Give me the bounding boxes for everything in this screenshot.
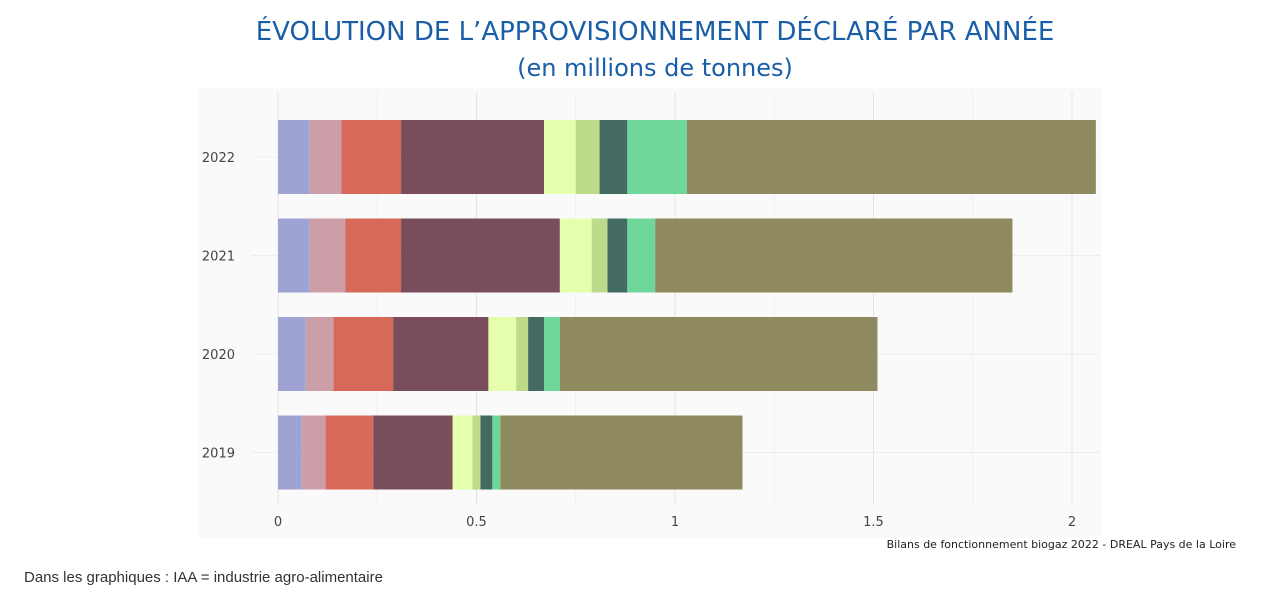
chart-subtitle: (en millions de tonnes) [517, 54, 793, 82]
x-tick-label: 0 [274, 515, 282, 530]
bar-segment-2019-1 [278, 415, 302, 490]
bar-segment-2022-7 [599, 120, 628, 194]
bar-segment-2019-4 [373, 415, 453, 490]
bar-segment-2019-2 [301, 415, 326, 490]
y-tick-label-2022: 2022 [202, 151, 235, 166]
y-tick-label-2021: 2021 [202, 250, 235, 265]
y-tick-label-2020: 2020 [202, 348, 235, 363]
bar-segment-2021-8 [627, 218, 656, 293]
bar-segment-2020-2 [305, 317, 334, 391]
bar-segment-2021-2 [309, 218, 346, 293]
bar-segment-2020-3 [333, 317, 394, 391]
bar-segment-2021-1 [278, 218, 310, 293]
bar-segment-2021-6 [591, 218, 608, 293]
x-tick-label: 1.5 [863, 515, 884, 530]
bar-segment-2022-3 [341, 120, 402, 194]
footnote: Dans les graphiques : IAA = industrie ag… [24, 569, 383, 586]
x-tick-label: 0.5 [466, 515, 487, 530]
bar-segment-2021-5 [559, 218, 592, 293]
x-axis-labels: 0 0.5 1 1.5 2 [274, 515, 1076, 530]
y-tick-label-2019: 2019 [202, 447, 235, 462]
bar-segment-2022-5 [543, 120, 576, 194]
y-axis-labels: 2022 2021 2020 2019 [202, 151, 235, 462]
bar-segment-2019-5 [452, 415, 473, 490]
bar-segment-2020-4 [393, 317, 489, 391]
bar-segment-2020-8 [543, 317, 560, 391]
bar-segment-2021-3 [345, 218, 402, 293]
bar-segment-2020-5 [488, 317, 517, 391]
bar-segment-2020-6 [516, 317, 529, 391]
bar-segment-2022-9 [686, 120, 1096, 194]
source-credit: Bilans de fonctionnement biogaz 2022 - D… [886, 538, 1236, 551]
x-tick-label: 2 [1068, 515, 1076, 530]
chart-title: ÉVOLUTION DE L’APPROVISIONNEMENT DÉCLARÉ… [255, 17, 1055, 47]
x-tick-label: 1 [671, 515, 679, 530]
bar-segment-2019-7 [480, 415, 493, 490]
bar-segment-2021-4 [401, 218, 560, 293]
bar-segment-2021-7 [607, 218, 628, 293]
bar-segment-2020-1 [278, 317, 306, 391]
bar-segment-2019-9 [500, 415, 743, 490]
bar-segment-2019-3 [325, 415, 374, 490]
bar-segment-2019-8 [492, 415, 501, 490]
bar-segment-2022-2 [309, 120, 342, 194]
bars [278, 120, 1096, 490]
bar-segment-2021-9 [655, 218, 1013, 293]
bar-segment-2022-4 [401, 120, 544, 194]
bar-segment-2019-6 [472, 415, 481, 490]
bar-segment-2020-7 [528, 317, 544, 391]
bar-segment-2022-6 [575, 120, 600, 194]
bar-segment-2022-1 [278, 120, 310, 194]
bar-segment-2020-9 [559, 317, 878, 391]
bar-segment-2022-8 [627, 120, 687, 194]
